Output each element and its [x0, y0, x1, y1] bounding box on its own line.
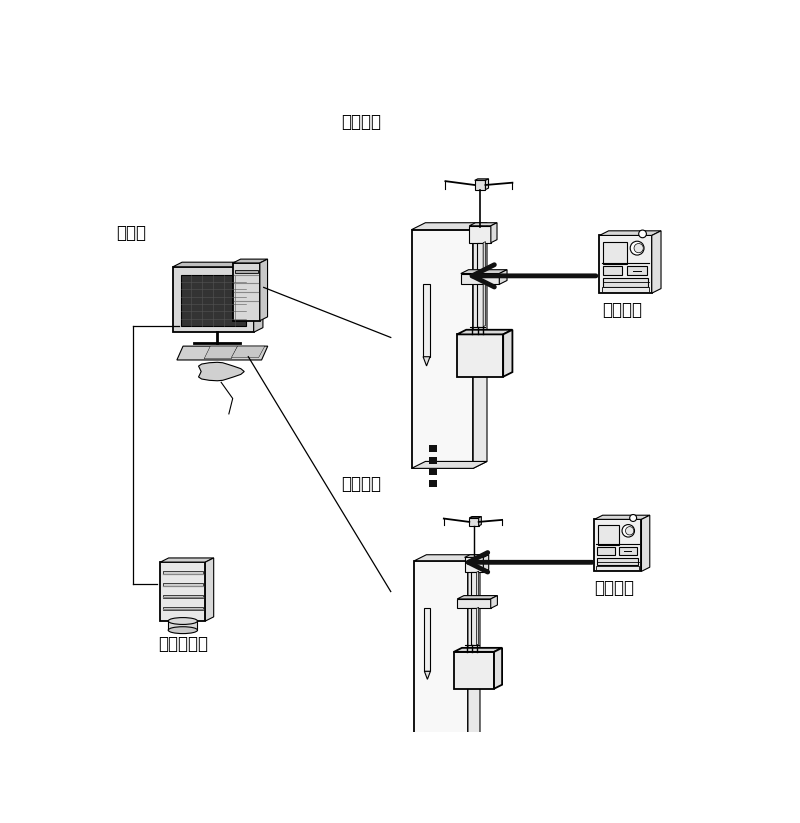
- FancyBboxPatch shape: [465, 557, 483, 572]
- FancyBboxPatch shape: [458, 599, 490, 608]
- Polygon shape: [477, 571, 478, 599]
- Polygon shape: [491, 223, 497, 243]
- Text: 检测工装: 检测工装: [341, 475, 381, 492]
- Polygon shape: [160, 558, 214, 562]
- Circle shape: [634, 244, 643, 253]
- Text: 被测终端: 被测终端: [594, 579, 634, 597]
- Polygon shape: [411, 462, 487, 468]
- Polygon shape: [254, 263, 263, 332]
- Polygon shape: [458, 596, 498, 599]
- FancyBboxPatch shape: [602, 266, 622, 275]
- FancyBboxPatch shape: [430, 480, 437, 487]
- Polygon shape: [642, 515, 650, 571]
- Polygon shape: [414, 555, 480, 560]
- FancyBboxPatch shape: [474, 180, 486, 189]
- FancyBboxPatch shape: [423, 284, 430, 356]
- Ellipse shape: [168, 617, 198, 625]
- Circle shape: [630, 514, 637, 522]
- FancyBboxPatch shape: [597, 547, 615, 555]
- Polygon shape: [483, 555, 489, 572]
- FancyBboxPatch shape: [457, 334, 503, 377]
- Polygon shape: [414, 762, 480, 769]
- Polygon shape: [470, 223, 497, 226]
- Text: 检测工装: 检测工装: [341, 113, 381, 131]
- Polygon shape: [457, 330, 513, 334]
- Polygon shape: [474, 179, 489, 180]
- Polygon shape: [411, 223, 487, 230]
- FancyBboxPatch shape: [233, 263, 260, 321]
- FancyBboxPatch shape: [160, 562, 206, 621]
- Polygon shape: [198, 362, 244, 381]
- FancyBboxPatch shape: [424, 607, 430, 672]
- Polygon shape: [468, 555, 480, 769]
- FancyBboxPatch shape: [173, 267, 254, 332]
- Polygon shape: [173, 263, 263, 267]
- FancyBboxPatch shape: [602, 278, 647, 286]
- Polygon shape: [231, 346, 265, 357]
- FancyBboxPatch shape: [602, 287, 650, 291]
- FancyBboxPatch shape: [430, 457, 437, 463]
- Text: 后台数据库: 后台数据库: [158, 635, 208, 653]
- Polygon shape: [423, 356, 430, 366]
- FancyBboxPatch shape: [430, 445, 437, 452]
- FancyBboxPatch shape: [626, 266, 646, 275]
- FancyBboxPatch shape: [470, 518, 478, 526]
- FancyBboxPatch shape: [168, 621, 198, 630]
- FancyBboxPatch shape: [477, 284, 483, 327]
- FancyBboxPatch shape: [235, 270, 258, 273]
- Circle shape: [622, 524, 634, 537]
- FancyBboxPatch shape: [163, 607, 202, 610]
- FancyBboxPatch shape: [599, 235, 652, 293]
- Polygon shape: [461, 270, 507, 273]
- Polygon shape: [499, 270, 507, 284]
- FancyBboxPatch shape: [597, 558, 638, 565]
- FancyBboxPatch shape: [163, 584, 202, 586]
- Polygon shape: [470, 517, 482, 518]
- Polygon shape: [486, 179, 489, 189]
- Polygon shape: [503, 330, 513, 377]
- FancyBboxPatch shape: [619, 547, 637, 555]
- FancyBboxPatch shape: [477, 243, 483, 273]
- FancyBboxPatch shape: [471, 608, 477, 645]
- Polygon shape: [483, 283, 486, 327]
- Circle shape: [626, 527, 634, 535]
- Circle shape: [638, 230, 646, 238]
- Polygon shape: [490, 596, 498, 608]
- FancyBboxPatch shape: [594, 519, 642, 571]
- Ellipse shape: [168, 627, 198, 634]
- Polygon shape: [478, 517, 482, 526]
- Text: 工控机: 工控机: [116, 224, 146, 241]
- Polygon shape: [206, 558, 214, 621]
- FancyBboxPatch shape: [461, 273, 499, 284]
- FancyBboxPatch shape: [598, 525, 619, 545]
- FancyBboxPatch shape: [163, 595, 202, 597]
- Polygon shape: [177, 346, 268, 360]
- Polygon shape: [594, 515, 650, 519]
- FancyBboxPatch shape: [414, 560, 468, 769]
- Circle shape: [630, 241, 644, 255]
- FancyBboxPatch shape: [597, 565, 639, 570]
- FancyBboxPatch shape: [603, 242, 627, 263]
- FancyBboxPatch shape: [181, 275, 246, 326]
- FancyBboxPatch shape: [470, 226, 491, 243]
- Polygon shape: [477, 607, 478, 645]
- FancyBboxPatch shape: [471, 572, 477, 599]
- Polygon shape: [454, 648, 502, 652]
- FancyBboxPatch shape: [454, 652, 494, 689]
- Polygon shape: [424, 672, 430, 679]
- FancyBboxPatch shape: [163, 571, 202, 574]
- Polygon shape: [473, 223, 487, 468]
- Polygon shape: [483, 242, 486, 273]
- Polygon shape: [204, 346, 238, 359]
- FancyBboxPatch shape: [430, 468, 437, 476]
- FancyBboxPatch shape: [411, 230, 473, 468]
- Polygon shape: [233, 259, 267, 263]
- Polygon shape: [494, 648, 502, 689]
- Polygon shape: [599, 230, 661, 235]
- Polygon shape: [465, 555, 489, 557]
- Polygon shape: [652, 230, 661, 293]
- Text: 被测终端: 被测终端: [602, 301, 642, 319]
- Polygon shape: [260, 259, 267, 321]
